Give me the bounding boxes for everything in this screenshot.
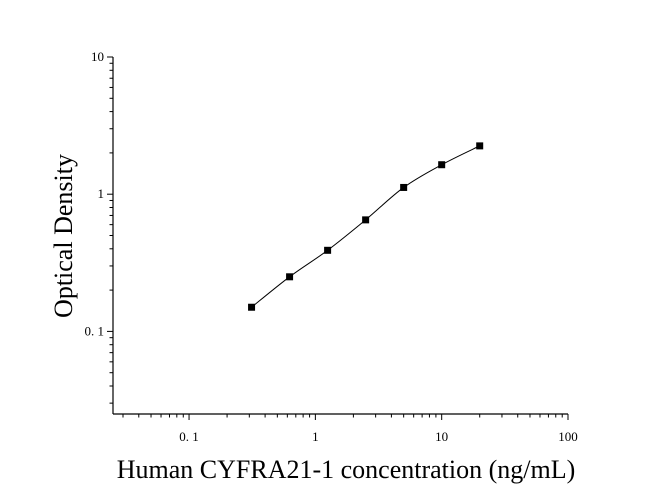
data-point — [400, 183, 408, 191]
y-tick-label: 10 — [91, 49, 104, 64]
axes — [112, 57, 568, 415]
data-point — [362, 216, 370, 224]
x-tick-label: 10 — [435, 429, 448, 444]
x-axis-title: Human CYFRA21-1 concentration (ng/mL) — [117, 455, 576, 484]
data-point — [476, 142, 484, 150]
y-axis-title: Optical Density — [49, 154, 78, 318]
ticks: 0. 1 1 10 100 0. 1 1 10 — [85, 49, 578, 444]
data-point — [438, 161, 446, 169]
y-tick-label: 0. 1 — [85, 323, 105, 338]
x-tick-label: 1 — [312, 429, 319, 444]
fit-curve-group — [251, 145, 480, 308]
x-tick-label: 100 — [558, 429, 578, 444]
fit-curve — [251, 145, 480, 308]
data-points — [248, 142, 484, 311]
data-point — [324, 246, 332, 254]
data-point — [286, 273, 294, 281]
y-tick-label: 1 — [98, 186, 105, 201]
data-point — [248, 303, 256, 311]
x-tick-label: 0. 1 — [179, 429, 199, 444]
